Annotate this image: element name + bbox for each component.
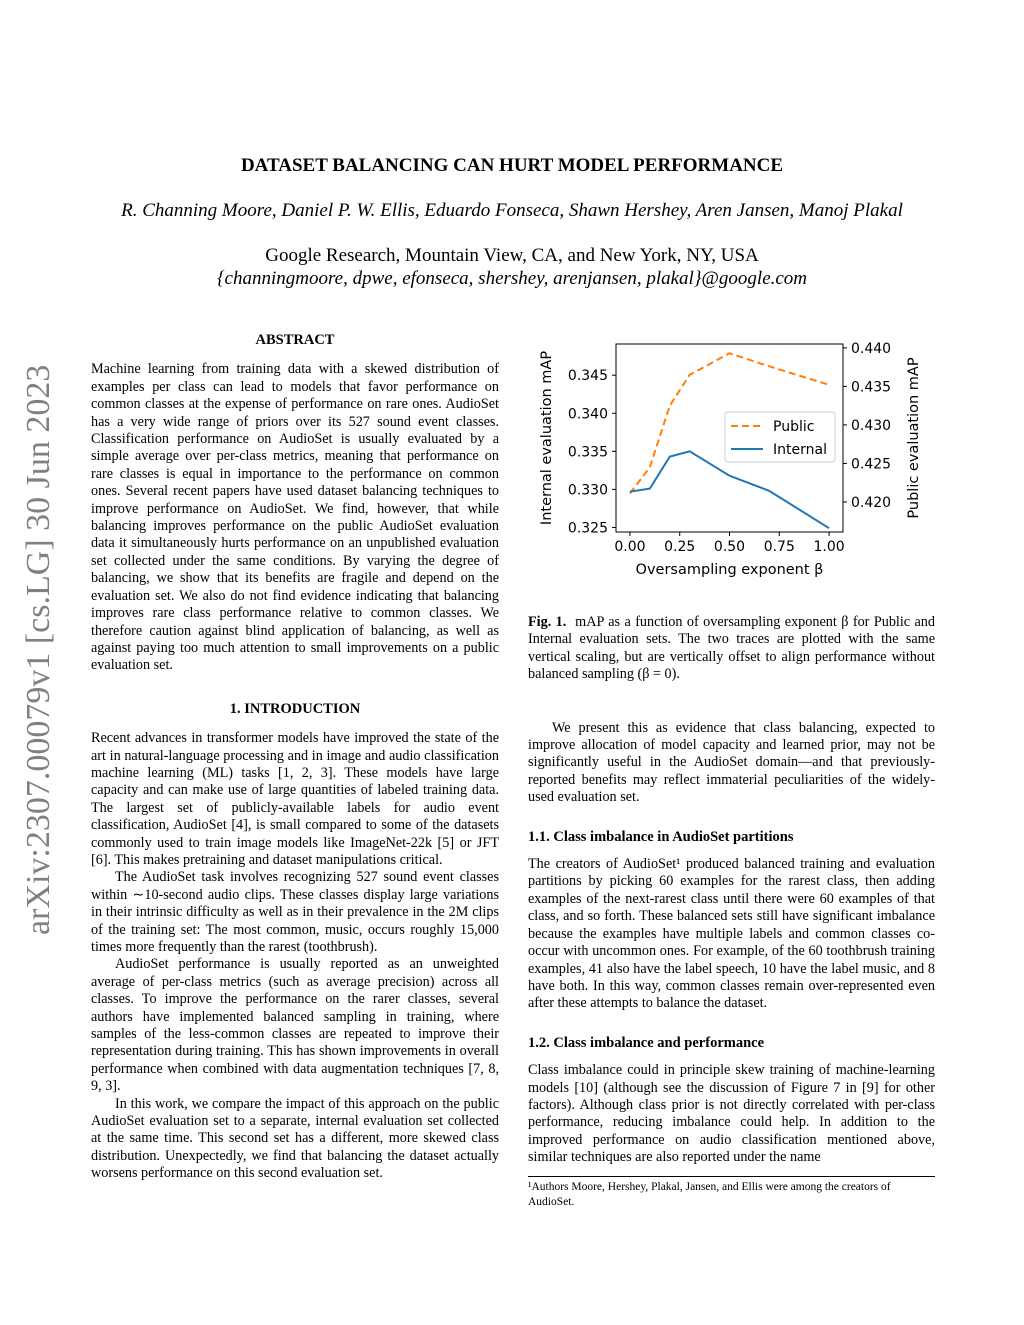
intro-paragraph: The AudioSet task involves recognizing 5… — [91, 869, 499, 955]
y-tick-label: 0.340 — [568, 406, 608, 422]
left-column: ABSTRACT Machine learning from training … — [91, 332, 499, 1183]
x-tick-label: 0.00 — [614, 539, 645, 555]
section-heading: 1.2. Class imbalance and performance — [528, 1034, 765, 1051]
series-line-internal — [629, 450, 830, 530]
x-tick-label: 1.00 — [813, 539, 844, 555]
caption-label: Fig. 1. — [528, 614, 567, 630]
y-tick-label: 0.335 — [568, 444, 608, 460]
y-right-tick-label: 0.420 — [851, 495, 891, 511]
x-tick-label: 0.50 — [714, 539, 745, 555]
y-right-tick-label: 0.440 — [851, 341, 891, 357]
intro-heading: 1. INTRODUCTION — [229, 700, 361, 717]
paper-title: DATASET BALANCING CAN HURT MODEL PERFORM… — [240, 155, 784, 176]
y-tick-label: 0.325 — [568, 520, 608, 536]
x-tick-label: 0.25 — [664, 539, 695, 555]
y-right-tick-label: 0.435 — [851, 379, 891, 395]
y-tick-label: 0.345 — [568, 368, 608, 384]
intro-paragraph: Recent advances in transformer models ha… — [91, 730, 499, 868]
y-tick-label: 0.330 — [568, 482, 608, 498]
footnote: ¹Authors Moore, Hershey, Plakal, Jansen,… — [528, 1176, 935, 1210]
y-right-axis-label: Public evaluation mAP — [906, 357, 922, 518]
caption-text: mAP as a function of oversampling expone… — [528, 614, 935, 683]
figure-caption: Fig. 1. mAP as a function of oversamplin… — [528, 614, 935, 684]
figure-1-chart: 0.00 0.25 0.50 0.75 1.00 0.325 0.330 0.335 0.340… — [528, 335, 938, 590]
intro-paragraph: In this work, we compare the impact of t… — [91, 1095, 499, 1182]
x-tick-label: 0.75 — [764, 539, 795, 555]
y-right-tick-label: 0.430 — [851, 418, 891, 434]
body-paragraph: We present this as evidence that class b… — [528, 719, 935, 806]
y-right-tick-label: 0.425 — [851, 456, 891, 472]
x-axis-label: Oversampling exponent β — [636, 562, 824, 578]
legend-label: Public — [773, 419, 814, 435]
body-paragraph: Class imbalance could in principle skew … — [528, 1062, 935, 1166]
abstract-heading: ABSTRACT — [255, 332, 335, 348]
right-column: Fig. 1. mAP as a function of oversamplin… — [528, 614, 935, 1167]
emails: {channingmoore, dpwe, efonseca, shershey… — [216, 268, 808, 289]
abstract-text: Machine learning from training data with… — [91, 361, 499, 674]
y-axis-label: Internal evaluation mAP — [539, 351, 555, 525]
section-heading: 1.1. Class imbalance in AudioSet partiti… — [528, 828, 794, 845]
series-line-public — [629, 352, 830, 495]
chart-svg: 0.00 0.25 0.50 0.75 1.00 0.325 0.330 0.335 0.340… — [539, 341, 922, 578]
affiliation: Google Research, Mountain View, CA, and … — [265, 245, 759, 266]
authors: R. Channing Moore, Daniel P. W. Ellis, E… — [121, 200, 903, 221]
legend-label: Internal — [773, 442, 827, 458]
affiliation-block: Google Research, Mountain View, CA, and … — [0, 244, 1024, 290]
body-paragraph: The creators of AudioSet¹ produced balan… — [528, 856, 935, 1012]
intro-paragraph: AudioSet performance is usually reported… — [91, 956, 499, 1095]
arxiv-watermark: arXiv:2307.00079v1 [cs.LG] 30 Jun 2023 — [20, 364, 57, 935]
